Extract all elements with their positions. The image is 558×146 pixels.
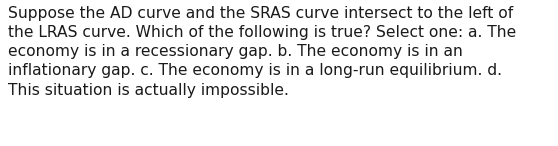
Text: Suppose the AD curve and the SRAS curve intersect to the left of
the LRAS curve.: Suppose the AD curve and the SRAS curve … <box>8 6 517 98</box>
